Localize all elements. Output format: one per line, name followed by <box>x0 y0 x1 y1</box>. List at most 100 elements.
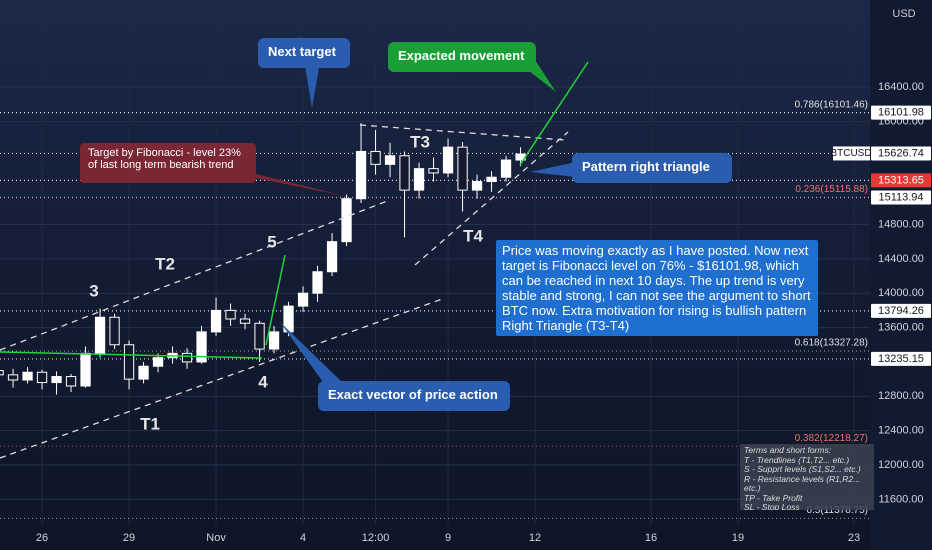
candle-body <box>413 168 425 191</box>
candle-body <box>355 150 367 200</box>
candle-body <box>109 316 120 346</box>
x-tick-label: 12:00 <box>362 532 390 544</box>
candle-body <box>312 271 323 294</box>
fib-label: 0.382(12218.27) <box>795 433 868 444</box>
candle-body <box>254 322 265 350</box>
candle-body <box>36 371 48 384</box>
y-tick-label: 14800.00 <box>878 218 924 230</box>
price-axis <box>870 0 932 550</box>
term: S - Supprt levels (S1,S2... etc.) <box>744 464 861 474</box>
price-tag-label: 13794.26 <box>878 305 924 317</box>
y-tick-label: 11600.00 <box>878 493 923 505</box>
y-tick-label: 13600.00 <box>878 321 924 333</box>
candle-body <box>384 155 396 165</box>
x-tick-label: 26 <box>36 532 48 544</box>
price-tag-label: 15113.94 <box>878 191 923 203</box>
candle-body <box>51 376 62 384</box>
terms-box: Terms and short forms: T - Trendlines (T1… <box>740 444 874 510</box>
candle-body <box>196 331 207 363</box>
chart-label: 5 <box>267 232 276 251</box>
candle-body <box>152 357 164 367</box>
annotation: Target by Fibonacci - level 23% of last … <box>80 143 256 183</box>
candle-body <box>239 318 251 324</box>
currency: USD <box>892 8 915 20</box>
candle-body <box>500 159 512 178</box>
candle-body <box>7 374 19 381</box>
annotation: Exact vector of price action <box>318 381 510 411</box>
symbol-tag <box>833 146 870 161</box>
term: Terms and short forms: <box>744 445 832 455</box>
annotation: Pattern right triangle <box>572 153 732 183</box>
candle-body <box>268 331 280 350</box>
price-tag <box>871 190 931 205</box>
candle-body <box>181 352 193 363</box>
x-tick-label: 23 <box>848 532 860 544</box>
fib-label: 0.786(16101.46) <box>795 99 868 110</box>
price-tag <box>871 351 931 366</box>
chart-label: 4 <box>258 372 268 391</box>
fib-label: 0.618(13327.28) <box>795 338 868 349</box>
candle-body <box>210 309 222 333</box>
y-tick-label: 14400.00 <box>878 253 924 265</box>
annotation: Expacted movement <box>388 42 536 72</box>
y-tick-label: 12000.00 <box>878 459 924 471</box>
candle-body <box>341 198 352 243</box>
candle-body <box>486 176 497 183</box>
candle-body <box>428 168 439 174</box>
term: TP - Take Profit <box>744 492 803 503</box>
candle-body <box>297 292 309 307</box>
candle-body <box>22 371 33 381</box>
fib-label: 0.236(15115.88) <box>795 184 868 195</box>
x-tick-label: 29 <box>123 532 135 544</box>
candle-body <box>442 146 454 174</box>
y-tick-label: 12400.00 <box>878 425 924 437</box>
candle-body <box>370 150 381 165</box>
trendlines <box>0 124 569 459</box>
chart-label: T2 <box>155 254 175 273</box>
x-tick-label: 9 <box>445 532 451 544</box>
candle-body <box>0 370 4 376</box>
candle-body <box>123 344 135 380</box>
pointer <box>530 160 585 178</box>
green-lines <box>0 61 589 359</box>
price-tag-label: 13235.15 <box>878 353 924 365</box>
price-tag <box>871 105 931 120</box>
x-tick-label: 16 <box>645 532 657 544</box>
y-tick-label: 16400.00 <box>878 81 924 93</box>
price-tag-label: 15626.74 <box>878 147 924 159</box>
y-tick-label: 14000.00 <box>878 287 924 299</box>
terms-list: Terms and short forms: T - Trendlines (T1… <box>744 445 870 510</box>
price-tag-label: 15313.65 <box>878 174 924 186</box>
term: T - Trendlines (T1,T2... etc.) <box>744 454 850 465</box>
term: R - Resistance levels (R1,R2... etc.) <box>744 473 861 493</box>
candle-body <box>65 376 77 387</box>
annotation: Next target <box>258 38 350 68</box>
candle-body <box>80 352 91 387</box>
fib-label: 0.5(11378.75) <box>806 505 868 516</box>
x-tick-label: Nov <box>206 532 226 544</box>
price-tag-label: 16101.98 <box>878 107 924 119</box>
candle-body <box>399 155 410 191</box>
candle-body <box>94 316 106 354</box>
x-tick-label: 12 <box>529 532 541 544</box>
chart-label: T1 <box>140 414 160 433</box>
pointer <box>280 322 345 385</box>
candle-body <box>457 146 468 191</box>
candle-body <box>326 241 338 273</box>
term: SL - Stop Loss <box>744 502 800 510</box>
y-tick-label: 12800.00 <box>878 390 924 402</box>
candle-body <box>138 365 149 380</box>
annotation-paragraph: Price was moving exactly as I have poste… <box>496 240 818 336</box>
price-tag <box>871 146 931 161</box>
price-tag <box>871 173 931 188</box>
symbol-tag-label: BTCUSD <box>830 148 871 159</box>
chart-label: 3 <box>89 281 98 300</box>
x-tick-label: 19 <box>732 532 744 544</box>
price-tag <box>871 303 931 318</box>
chart-label: T3 <box>410 132 430 151</box>
chart-label: T4 <box>463 226 483 245</box>
x-tick-label: 4 <box>300 532 306 544</box>
